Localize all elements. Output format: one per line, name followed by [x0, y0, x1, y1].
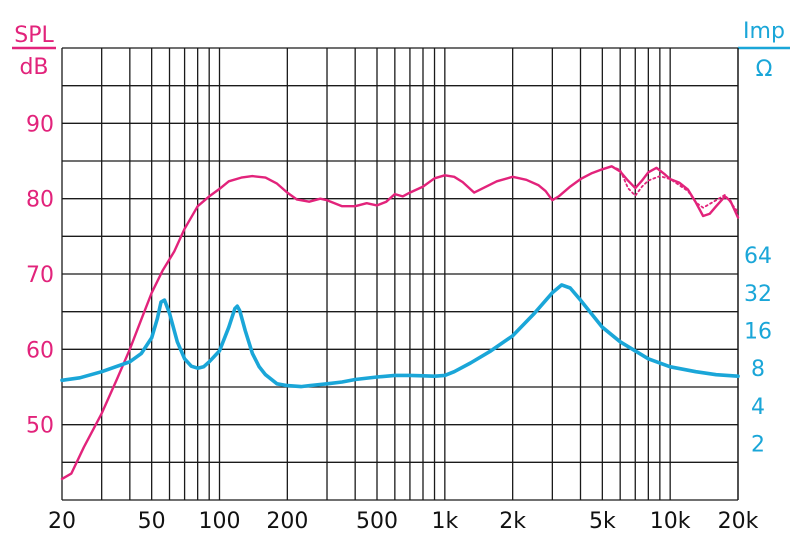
x-tick-label: 2k	[499, 509, 526, 534]
imp-tick-label: 16	[744, 320, 772, 345]
x-tick-label: 500	[356, 509, 398, 534]
x-tick-label: 5k	[589, 509, 616, 534]
spl-tick-label: 60	[26, 338, 54, 363]
series-lines	[60, 165, 740, 481]
x-tick-label: 20	[48, 509, 76, 534]
x-tick-label: 10k	[650, 509, 691, 534]
spl-axis-label-top: SPL	[14, 23, 54, 48]
imp-tick-label: 32	[744, 282, 772, 307]
x-tick-label: 50	[138, 509, 166, 534]
x-tick-label: 100	[199, 509, 241, 534]
spl-tick-label: 90	[26, 112, 54, 137]
tick-labels: 20 50 100 200 500 1k 2k 5k 10k 20k 50 60 70 80 90 2 4 8 16…	[26, 112, 772, 534]
spl-tick-label: 80	[26, 188, 54, 213]
impedance-curve	[60, 283, 740, 389]
x-tick-label: 1k	[431, 509, 458, 534]
imp-axis-label-bottom: Ω	[756, 57, 773, 82]
imp-tick-label: 8	[751, 357, 765, 382]
imp-tick-label: 2	[751, 433, 765, 458]
spl-curve	[60, 165, 740, 481]
spl-axis-label-bottom: dB	[19, 55, 48, 80]
imp-tick-label: 4	[751, 395, 765, 420]
spl-curve-dotted	[610, 165, 739, 214]
imp-tick-label: 64	[744, 244, 772, 269]
grid	[61, 47, 739, 501]
spl-tick-label: 50	[26, 414, 54, 439]
x-tick-label: 200	[266, 509, 308, 534]
imp-axis-label-top: Imp	[743, 19, 785, 44]
spl-tick-label: 70	[26, 263, 54, 288]
x-tick-label: 20k	[718, 509, 759, 534]
